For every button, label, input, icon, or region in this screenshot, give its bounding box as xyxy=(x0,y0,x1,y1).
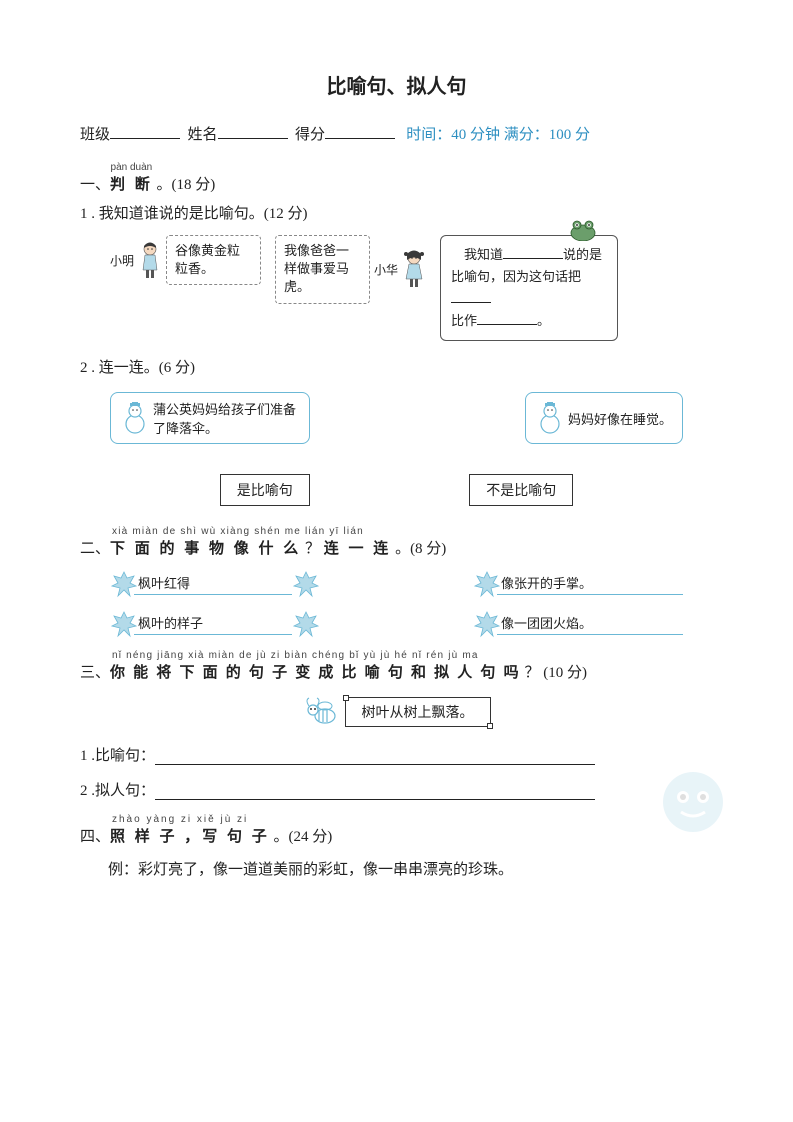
score-label: 得分 xyxy=(295,127,325,143)
s3-sentence-box: 树叶从树上飘落。 xyxy=(345,697,491,727)
s3-box-row: 树叶从树上飘落。 xyxy=(80,694,713,730)
maple-leaf-icon xyxy=(292,570,320,598)
s4-pinyin: zhào yàng zi xiě jù zi xyxy=(112,814,713,825)
leaf-item: 像一团团火焰。 xyxy=(473,610,683,638)
frog-blank-2[interactable] xyxy=(451,289,491,303)
s3-pinyin: nǐ néng jiāng xià miàn de jù zi biàn ché… xyxy=(112,650,713,661)
xiaohua-name: 小华 xyxy=(374,261,398,278)
section-4-heading: 四、照 样 子 ，写 句 子 。(24 分) xyxy=(80,825,713,846)
leaf-item: 像张开的手掌。 xyxy=(473,570,683,598)
frog-blank-3[interactable] xyxy=(477,311,537,325)
xiaoming-group: 小明 谷像黄金粒粒香。 xyxy=(110,235,261,285)
xiaoming-bubble: 谷像黄金粒粒香。 xyxy=(166,235,261,285)
xiaohua-bubble: 我像爸爸一样做事爱马虎。 xyxy=(275,235,370,304)
frog-blank-1[interactable] xyxy=(503,245,563,259)
score-blank[interactable] xyxy=(325,125,395,139)
s4-example: 例：彩灯亮了，像一道道美丽的彩虹，像一串串漂亮的珍珠。 xyxy=(108,858,713,879)
s2-pinyin: xià miàn de shì wù xiàng shén me lián yī… xyxy=(112,526,713,537)
class-label: 班级 xyxy=(80,127,110,143)
q2-bubble-right: 妈妈好像在睡觉。 xyxy=(525,392,683,444)
class-blank[interactable] xyxy=(110,125,180,139)
leaf-item: 枫叶的样子 xyxy=(110,610,320,638)
q2-label: 2 . 连一连。(6 分) xyxy=(80,356,713,377)
name-label: 姓名 xyxy=(188,127,218,143)
info-line: 班级 姓名 得分 时间：40 分钟 满分：100 分 xyxy=(80,123,713,144)
section-1-heading: 一、pàn duàn判 断 。(18 分) xyxy=(80,162,713,194)
girl-icon xyxy=(402,249,426,289)
frog-icon xyxy=(568,217,598,241)
s2-row2: 枫叶的样子 像一团团火焰。 xyxy=(110,610,683,638)
boy-icon xyxy=(138,240,162,280)
q2-bubble-left: 蒲公英妈妈给孩子们准备了降落伞。 xyxy=(110,392,310,444)
label-no-biyu: 不是比喻句 xyxy=(469,474,573,506)
q2-labels: 是比喻句 不是比喻句 xyxy=(140,474,653,506)
q1-label: 1 . 我知道谁说的是比喻句。(12 分) xyxy=(80,202,713,223)
maple-leaf-icon xyxy=(292,610,320,638)
q2-container: 蒲公英妈妈给孩子们准备了降落伞。 妈妈好像在睡觉。 xyxy=(110,392,683,444)
s2-row1: 枫叶红得 像张开的手掌。 xyxy=(110,570,683,598)
time-score: 时间：40 分钟 满分：100 分 xyxy=(406,127,590,143)
niren-blank[interactable] xyxy=(155,786,595,800)
xiaohua-group: 我像爸爸一样做事爱马虎。 小华 xyxy=(275,235,426,304)
frog-bubble: 我知道说的是 比喻句，因为这句话把 比作。 xyxy=(440,235,618,341)
section-3-heading: 三、你 能 将 下 面 的 句 子 变 成 比 喻 句 和 拟 人 句 吗 ？ … xyxy=(80,661,713,682)
worksheet-title: 比喻句、拟人句 xyxy=(80,70,713,99)
name-blank[interactable] xyxy=(218,125,288,139)
label-yes-biyu: 是比喻句 xyxy=(220,474,310,506)
watermark-icon xyxy=(653,762,733,842)
frog-group: 我知道说的是 比喻句，因为这句话把 比作。 xyxy=(440,235,618,341)
leaf-item: 枫叶红得 xyxy=(110,570,320,598)
snowman-icon xyxy=(121,402,149,434)
bee-icon xyxy=(303,694,339,730)
biyu-blank[interactable] xyxy=(155,751,595,765)
section-2-heading: 二、下 面 的 事 物 像 什 么 ？ 连 一 连 。(8 分) xyxy=(80,537,713,558)
xiaoming-name: 小明 xyxy=(110,252,134,269)
q1-container: 小明 谷像黄金粒粒香。 我像爸爸一样做事爱马虎。 小华 xyxy=(110,235,713,341)
s3-answer-1: 1 .比喻句： xyxy=(80,744,713,765)
snowman-icon xyxy=(536,402,564,434)
s3-answer-2: 2 .拟人句： xyxy=(80,779,713,800)
